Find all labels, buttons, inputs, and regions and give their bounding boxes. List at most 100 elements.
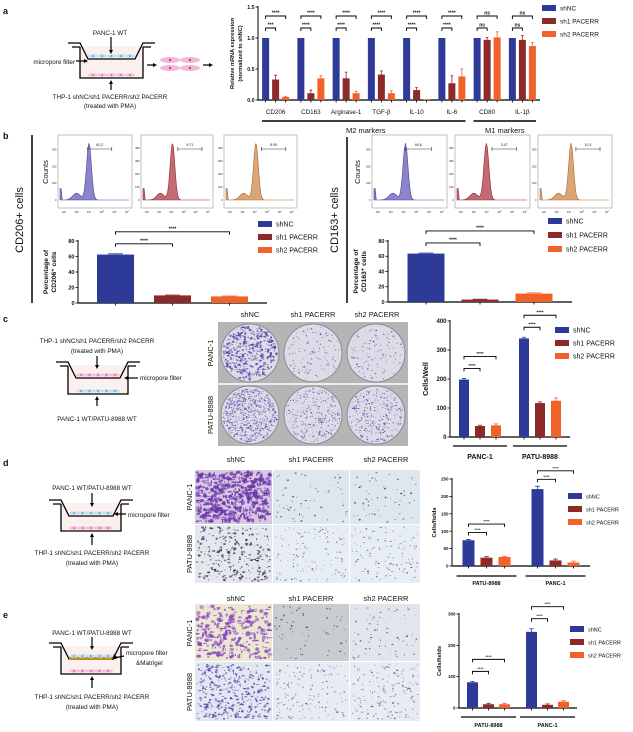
stain-spot bbox=[382, 486, 385, 488]
stain-spot bbox=[216, 664, 220, 667]
stain-spot bbox=[238, 577, 242, 578]
stain-spot bbox=[212, 563, 215, 565]
stain-spot bbox=[257, 514, 260, 518]
stain-spot bbox=[304, 547, 306, 549]
stain-spot bbox=[226, 666, 230, 668]
stain-spot bbox=[227, 702, 230, 705]
stain-spot bbox=[202, 686, 205, 688]
significance-label: **** bbox=[476, 225, 484, 231]
stain-spot bbox=[378, 705, 381, 707]
stain-spot bbox=[377, 366, 379, 368]
stain-spot bbox=[257, 357, 259, 359]
legend-swatch bbox=[548, 218, 562, 224]
legend-label: shNC bbox=[588, 628, 602, 634]
micrograph-background bbox=[350, 525, 420, 583]
stain-spot bbox=[225, 425, 227, 427]
stain-spot bbox=[196, 479, 200, 483]
stain-spot bbox=[385, 354, 387, 356]
stain-spot bbox=[245, 616, 249, 620]
error-bar bbox=[484, 556, 489, 558]
stain-spot bbox=[399, 543, 400, 545]
stain-spot bbox=[243, 402, 246, 404]
stain-spot bbox=[248, 508, 253, 511]
significance-bracket bbox=[335, 27, 347, 31]
stain-spot bbox=[263, 490, 269, 492]
stain-spot bbox=[366, 407, 369, 409]
stain-spot bbox=[327, 701, 329, 703]
stain-spot bbox=[400, 423, 402, 424]
stain-spot bbox=[371, 440, 373, 443]
stain-spot bbox=[302, 686, 305, 688]
stain-spot bbox=[383, 685, 385, 687]
stain-spot bbox=[387, 574, 389, 576]
stain-spot bbox=[303, 358, 304, 360]
stain-spot bbox=[302, 410, 304, 411]
stain-spot bbox=[228, 413, 231, 415]
stain-spot bbox=[366, 717, 368, 719]
stain-spot bbox=[232, 709, 234, 713]
stain-spot bbox=[254, 706, 256, 709]
stain-spot bbox=[230, 357, 232, 360]
stain-spot bbox=[205, 686, 208, 688]
counts-label: Counts bbox=[41, 160, 50, 184]
stain-spot bbox=[366, 712, 370, 715]
stain-spot bbox=[211, 517, 215, 519]
stain-spot bbox=[209, 498, 215, 502]
stain-spot bbox=[203, 696, 207, 699]
stain-spot bbox=[271, 346, 274, 349]
well bbox=[283, 385, 343, 445]
stain-spot bbox=[236, 481, 242, 484]
stain-spot bbox=[339, 476, 342, 478]
stain-spot bbox=[355, 357, 357, 359]
stain-spot bbox=[275, 516, 278, 518]
stain-spot bbox=[300, 369, 302, 371]
histogram-y-tick: 200 bbox=[366, 164, 371, 168]
stain-spot bbox=[385, 415, 387, 417]
stain-spot bbox=[257, 565, 260, 567]
stain-spot bbox=[335, 419, 337, 420]
stain-spot bbox=[252, 374, 256, 376]
stain-spot bbox=[320, 367, 322, 369]
stain-spot bbox=[388, 338, 389, 341]
stain-spot bbox=[226, 360, 230, 362]
stain-spot bbox=[366, 413, 368, 415]
stain-spot bbox=[304, 418, 307, 420]
stain-spot bbox=[255, 664, 257, 666]
y-axis-label: Percentage of bbox=[353, 249, 360, 294]
stain-spot bbox=[246, 700, 248, 702]
stain-spot bbox=[239, 364, 241, 367]
stain-spot bbox=[278, 711, 281, 714]
stain-spot bbox=[390, 540, 393, 542]
stain-spot bbox=[244, 432, 246, 434]
stain-spot bbox=[259, 406, 261, 408]
well-outline bbox=[60, 504, 122, 532]
stain-spot bbox=[234, 491, 239, 494]
stain-spot bbox=[238, 405, 240, 406]
stain-spot bbox=[405, 714, 407, 716]
stain-spot bbox=[243, 378, 245, 380]
stain-spot bbox=[249, 527, 252, 530]
stain-spot bbox=[262, 647, 268, 649]
stain-spot bbox=[324, 532, 326, 535]
stain-spot bbox=[287, 648, 288, 650]
stain-spot bbox=[231, 684, 233, 687]
stain-spot bbox=[235, 415, 237, 417]
stain-spot bbox=[389, 423, 390, 425]
stain-spot bbox=[244, 337, 246, 340]
stain-spot bbox=[233, 529, 235, 531]
stain-spot bbox=[245, 348, 248, 350]
stain-spot bbox=[254, 390, 257, 392]
stain-spot bbox=[238, 667, 242, 669]
stain-spot bbox=[363, 392, 365, 394]
stain-spot bbox=[296, 540, 297, 542]
stain-spot bbox=[356, 544, 358, 546]
stain-spot bbox=[231, 532, 233, 534]
histogram-curve bbox=[373, 142, 444, 201]
stain-spot bbox=[228, 342, 231, 345]
stain-spot bbox=[259, 630, 263, 634]
stain-spot bbox=[353, 683, 355, 685]
stain-spot bbox=[232, 571, 236, 573]
stain-spot bbox=[204, 526, 207, 529]
stain-spot bbox=[352, 415, 354, 417]
